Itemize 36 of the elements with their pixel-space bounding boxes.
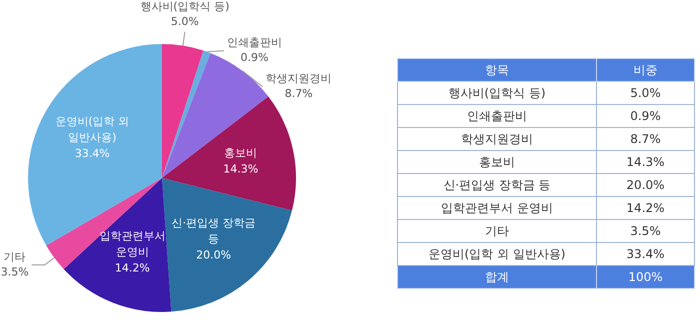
text: 100% bbox=[596, 266, 694, 288]
slice-label: 행사비(입학식 등) bbox=[140, 0, 230, 14]
slice-label: 홍보비 bbox=[224, 146, 258, 160]
category-label: 운영비(입학 외 일반사용) bbox=[428, 246, 566, 260]
text: 항목 bbox=[398, 58, 596, 82]
text: 8.7% bbox=[630, 132, 661, 146]
category-label: 입학관련부서 운영비 bbox=[441, 200, 553, 214]
category-label: 학생지원경비 bbox=[460, 132, 533, 146]
data-label: 3.5% bbox=[0, 265, 29, 278]
category-label: 행사비(입학식 등) bbox=[448, 86, 546, 100]
slice-label: 인쇄출판비 bbox=[227, 36, 282, 50]
text: 33.4% bbox=[626, 247, 665, 261]
category-label: 신·편입생 장학금 등 bbox=[443, 178, 551, 192]
slice-label: 기타 bbox=[4, 250, 26, 264]
category-label: 홍보비 bbox=[478, 154, 515, 168]
slice-label: 신·편입생 장학금 등 bbox=[172, 216, 256, 246]
slice-label: 운영비(입학 외 일반사용) bbox=[55, 114, 130, 144]
text: 합계 bbox=[398, 266, 596, 288]
data-label: 0.9% bbox=[240, 51, 268, 64]
category-label: 인쇄출판비 bbox=[466, 108, 527, 122]
text: 0.9% bbox=[630, 109, 661, 123]
slice-label: 학생지원경비 bbox=[266, 72, 332, 86]
data-label: 5.0% bbox=[170, 15, 199, 28]
text: 14.3% bbox=[626, 155, 665, 169]
text: 20.0% bbox=[626, 178, 665, 192]
data-label: 8.7% bbox=[284, 87, 313, 100]
slice-label: 입학관련부서 운영비 bbox=[99, 230, 166, 259]
text: 비중 bbox=[596, 58, 694, 82]
data-label: 14.2% bbox=[114, 262, 150, 275]
text: 3.5% bbox=[630, 224, 661, 238]
data-label: 33.4% bbox=[74, 146, 110, 160]
text: 14.2% bbox=[626, 201, 665, 215]
data-label: 20.0% bbox=[196, 248, 232, 262]
data-label: 14.3% bbox=[223, 162, 258, 176]
text: 5.0% bbox=[630, 86, 661, 100]
category-label: 기타 bbox=[484, 224, 509, 238]
